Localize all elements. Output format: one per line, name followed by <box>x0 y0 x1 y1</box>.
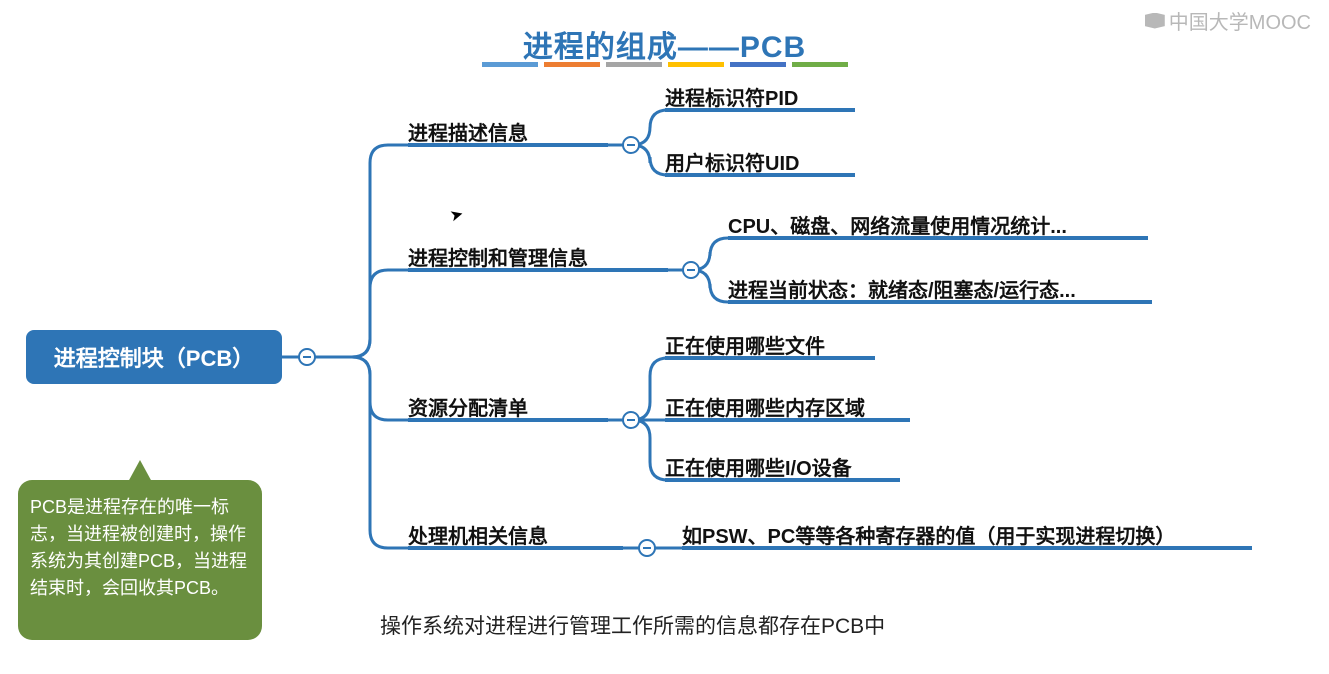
bottom-note: 操作系统对进程进行管理工作所需的信息都存在PCB中 <box>380 610 885 640</box>
title-underline <box>482 62 848 67</box>
underline-segment <box>730 62 786 67</box>
collapse-icon[interactable] <box>622 411 640 429</box>
callout-bubble: PCB是进程存在的唯一标志，当进程被创建时，操作系统为其创建PCB，当进程结束时… <box>18 480 262 640</box>
node-underline <box>665 478 900 482</box>
node-underline <box>728 300 1152 304</box>
branch-label: 资源分配清单 <box>408 392 528 421</box>
watermark-text: 中国大学MOOC <box>1169 6 1311 35</box>
root-label: 进程控制块（PCB） <box>54 341 254 373</box>
callout-text: PCB是进程存在的唯一标志，当进程被创建时，操作系统为其创建PCB，当进程结束时… <box>30 497 247 598</box>
node-underline <box>665 173 855 177</box>
node-underline <box>665 108 855 112</box>
leaf-label: 正在使用哪些文件 <box>665 330 825 359</box>
node-underline <box>408 268 668 272</box>
collapse-icon[interactable] <box>622 136 640 154</box>
underline-segment <box>606 62 662 67</box>
watermark: 中国大学MOOC <box>1145 6 1311 35</box>
underline-segment <box>668 62 724 67</box>
node-underline <box>408 143 608 147</box>
leaf-label: CPU、磁盘、网络流量使用情况统计... <box>728 210 1067 239</box>
title-main: 进程的组成—— <box>523 31 740 64</box>
collapse-icon[interactable] <box>638 539 656 557</box>
leaf-label: 进程当前状态：就绪态/阻塞态/运行态... <box>728 274 1076 303</box>
branch-label: 进程控制和管理信息 <box>408 242 588 271</box>
leaf-label: 用户标识符UID <box>665 147 799 176</box>
node-underline <box>682 546 1252 550</box>
leaf-label: 正在使用哪些内存区域 <box>665 392 865 421</box>
underline-segment <box>482 62 538 67</box>
node-underline <box>665 418 910 422</box>
leaf-label: 如PSW、PC等等各种寄存器的值（用于实现进程切换） <box>682 520 1175 549</box>
leaf-label: 进程标识符PID <box>665 82 798 111</box>
bottom-note-text: 操作系统对进程进行管理工作所需的信息都存在PCB中 <box>380 615 885 638</box>
title-pcb: PCB <box>740 31 806 64</box>
branch-label: 进程描述信息 <box>408 117 528 146</box>
node-underline <box>408 546 623 550</box>
node-underline <box>665 356 875 360</box>
branch-label: 处理机相关信息 <box>408 520 548 549</box>
node-underline <box>408 418 608 422</box>
book-icon <box>1145 13 1165 29</box>
leaf-label: 正在使用哪些I/O设备 <box>665 452 852 481</box>
underline-segment <box>544 62 600 67</box>
underline-segment <box>792 62 848 67</box>
root-node: 进程控制块（PCB） <box>26 330 282 384</box>
node-underline <box>728 236 1148 240</box>
cursor-icon: ➤ <box>448 204 466 227</box>
collapse-icon[interactable] <box>298 348 316 366</box>
slide-title: 进程的组成——PCB <box>523 22 806 66</box>
collapse-icon[interactable] <box>682 261 700 279</box>
